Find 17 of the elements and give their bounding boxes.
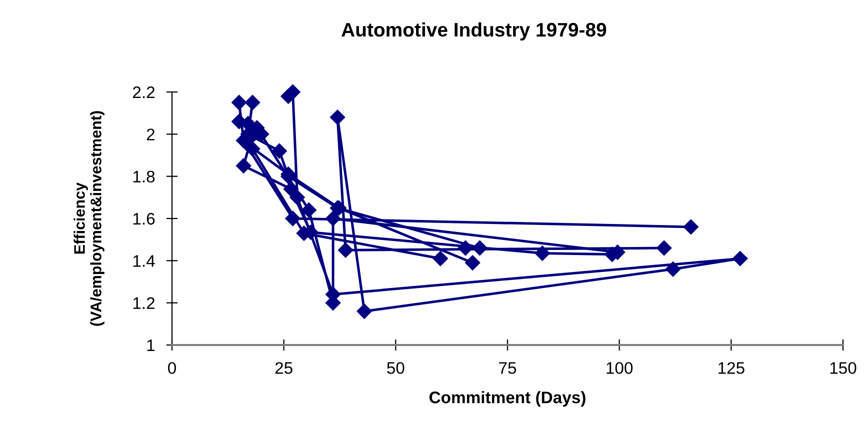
chart-title: Automotive Industry 1979-89 [342, 22, 606, 40]
x-tick-label: 75 [499, 362, 516, 374]
y-axis-title: Efficiency (VA/employment&investment) [74, 111, 104, 326]
x-tick-label: 150 [830, 362, 856, 374]
x-tick-label: 100 [606, 362, 633, 374]
x-tick-label: 125 [718, 362, 744, 374]
y-tick-label: 2 [146, 128, 154, 140]
y-tick-label: 1 [147, 340, 155, 352]
x-tick-label: 50 [387, 362, 404, 374]
y-tick-label: 1.6 [133, 212, 155, 225]
y-tick-label: 1.8 [133, 170, 155, 183]
y-tick-label: 2.2 [133, 86, 154, 98]
x-axis-title: Commitment (Days) [429, 391, 586, 407]
y-tick-label: 1.4 [133, 255, 155, 267]
y-tick-label: 1.2 [133, 297, 154, 309]
x-tick-label: 25 [275, 362, 292, 374]
x-tick-label: 0 [168, 362, 176, 374]
